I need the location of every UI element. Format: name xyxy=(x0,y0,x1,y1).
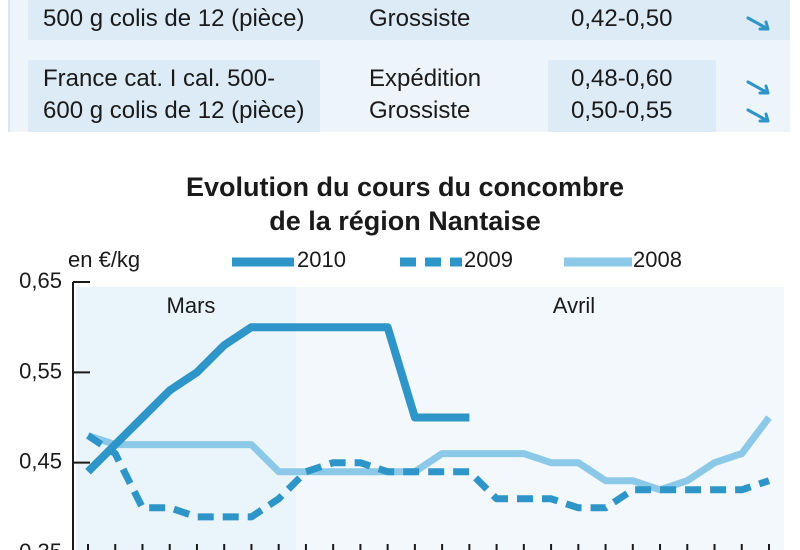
chart-subtitle: de la région Nantaise xyxy=(269,206,541,236)
legend-label-2010: 2010 xyxy=(297,247,346,272)
trend-down-icon xyxy=(746,16,770,31)
price-cell: 0,42-0,50 xyxy=(571,5,673,32)
y-tick-label: 0,65 xyxy=(19,268,62,293)
table-row-band xyxy=(28,0,790,40)
product-cell: 600 g colis de 12 (pièce) xyxy=(43,97,305,124)
trend-down-icon xyxy=(746,108,770,123)
price-column-band xyxy=(548,60,716,132)
period-label-avril: Avril xyxy=(553,293,595,318)
price-cell: 0,48-0,60 xyxy=(571,65,673,92)
legend-label-2008: 2008 xyxy=(633,247,682,272)
y-ticks: 0,65 0,55 0,45 0,35 xyxy=(19,268,90,550)
price-cell: 0,50-0,55 xyxy=(571,97,673,124)
stage-cell: Grossiste xyxy=(369,5,471,32)
product-column-band xyxy=(28,60,320,132)
y-tick-label: 0,55 xyxy=(19,358,62,383)
trend-down-icon xyxy=(746,80,770,95)
product-cell: 500 g colis de 12 (pièce) xyxy=(43,5,305,32)
period-label-mars: Mars xyxy=(167,293,216,318)
chart-title: Evolution du cours du concombre xyxy=(185,172,625,202)
table-edge xyxy=(8,0,10,132)
y-tick-label: 0,45 xyxy=(19,449,62,474)
legend-swatch-2008 xyxy=(564,257,632,267)
y-axis-unit: en €/kg xyxy=(68,247,141,272)
stage-cell: Grossiste xyxy=(369,97,471,124)
stage-cell: Expédition xyxy=(369,65,482,92)
y-tick-label: 0,35 xyxy=(19,539,62,550)
series-layer xyxy=(85,323,772,521)
product-cell: France cat. I cal. 500- xyxy=(43,65,276,92)
series-line-2009 xyxy=(86,432,771,521)
legend-label-2009: 2009 xyxy=(464,247,513,272)
legend-swatch-2010 xyxy=(232,257,294,267)
x-ticks xyxy=(87,544,770,550)
series-line-2008 xyxy=(86,415,772,494)
legend-swatch-2009 xyxy=(400,257,462,267)
